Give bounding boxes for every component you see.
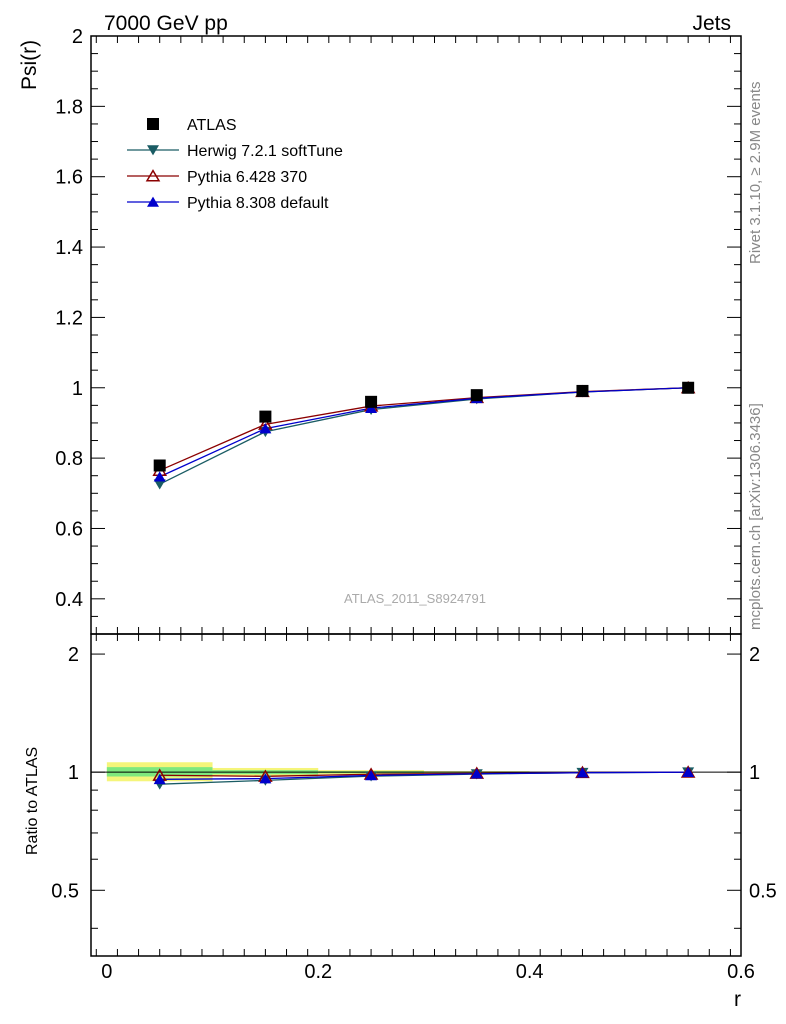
x-tick-label: 0.6 xyxy=(727,961,755,983)
x-tick-label: 0.2 xyxy=(304,961,332,983)
ratio-data-point xyxy=(259,773,272,784)
y-tick-label: 0.8 xyxy=(55,448,83,470)
ratio-frame xyxy=(90,633,742,957)
legend-label: Herwig 7.2.1 softTune xyxy=(187,143,343,160)
ratio-data-point xyxy=(682,766,695,777)
main-panel: 0.4 0.6 0.8 1 1.2 1.4 1.6 1.8 2 xyxy=(55,26,742,635)
data-point xyxy=(153,459,166,472)
legend-label: Pythia 8.308 default xyxy=(187,195,329,212)
header-left: 7000 GeV pp xyxy=(104,12,228,35)
y-tick-label: 0.6 xyxy=(55,518,83,540)
y-tick-label: 1.6 xyxy=(55,167,83,189)
ratio-ylabel: Ratio to ATLAS xyxy=(24,747,41,855)
header-right: Jets xyxy=(692,12,731,35)
y-tick-label: 1.8 xyxy=(55,96,83,118)
y-tick-label-right: 2 xyxy=(749,644,760,666)
series-line xyxy=(159,387,689,472)
mcplots-label: mcplots.cern.ch [arXiv:1306.3436] xyxy=(747,403,764,630)
data-point xyxy=(365,395,378,408)
legend: ATLAS Herwig 7.2.1 softTune Pythia 6.428 3… xyxy=(127,117,343,212)
y-tick-label: 1 xyxy=(72,378,83,400)
ratio-data-point xyxy=(576,767,589,778)
y-tick-label: 1 xyxy=(68,762,79,784)
series-line xyxy=(159,387,689,478)
ratio-data-point xyxy=(365,770,378,781)
legend-label: ATLAS xyxy=(187,117,237,134)
data-point xyxy=(259,410,272,423)
data-point xyxy=(153,471,166,482)
analysis-id: ATLAS_2011_S8924791 xyxy=(344,591,486,606)
main-ylabel: Psi(r) xyxy=(18,40,41,90)
y-tick-label: 1.4 xyxy=(55,237,83,259)
x-tick-label: 0 xyxy=(101,961,112,983)
ratio-panel: 0.5 0.5 1 1 2 2 0 0.2 0.4 0.6 xyxy=(51,633,777,983)
data-point xyxy=(365,402,378,413)
legend-marker xyxy=(147,196,159,207)
y-tick-label: 2 xyxy=(72,26,83,48)
data-point xyxy=(259,423,272,434)
x-tick-label: 0.4 xyxy=(516,961,544,983)
y-tick-label-right: 1 xyxy=(749,762,760,784)
y-tick-label-right: 0.5 xyxy=(749,880,777,902)
data-point xyxy=(470,389,483,402)
legend-marker xyxy=(147,118,159,130)
ratio-series-line xyxy=(159,771,689,780)
data-point xyxy=(153,479,166,490)
legend-marker xyxy=(147,145,159,156)
legend-marker xyxy=(145,169,161,182)
legend-label: Pythia 6.428 370 xyxy=(187,169,307,186)
data-point xyxy=(576,384,589,397)
y-tick-label: 0.4 xyxy=(55,589,83,611)
x-axis-label: r xyxy=(734,988,741,1011)
ratio-data-point xyxy=(470,768,483,779)
data-point xyxy=(682,381,695,394)
y-tick-label: 2 xyxy=(68,644,79,666)
ratio-data-point xyxy=(153,773,166,785)
rivet-label: Rivet 3.1.10, ≥ 2.9M events xyxy=(747,82,764,265)
y-tick-label: 0.5 xyxy=(51,880,79,902)
y-tick-label: 1.2 xyxy=(55,307,83,329)
